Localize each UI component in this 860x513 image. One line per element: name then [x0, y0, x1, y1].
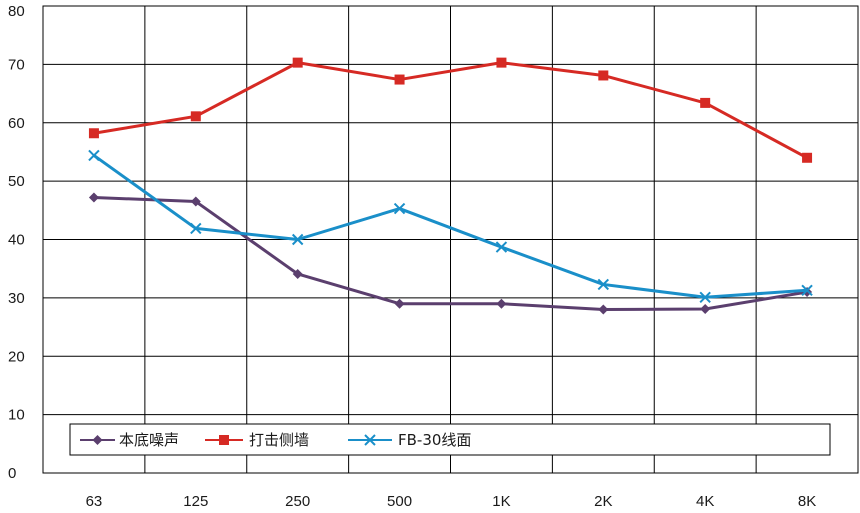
- x-tick-label: 4K: [696, 493, 714, 510]
- series-layer: [88, 57, 813, 315]
- legend-marker: [92, 435, 103, 445]
- data-point: [700, 97, 711, 108]
- x-axis-ticks: 63 125 250 500 1K 2K 4K 8K: [86, 493, 817, 510]
- y-tick-label: 60: [8, 115, 25, 132]
- series-line: [93, 61, 808, 160]
- data-point: [597, 278, 610, 291]
- legend-marker: [364, 434, 376, 446]
- x-tick-label: 63: [86, 493, 103, 510]
- legend-label: FB-30线面: [398, 431, 471, 449]
- data-point: [292, 268, 303, 279]
- data-point: [394, 298, 405, 309]
- x-tick-label: 250: [285, 493, 310, 510]
- data-point: [801, 284, 813, 296]
- data-point: [802, 287, 813, 298]
- x-tick-label: 2K: [594, 493, 612, 510]
- data-point: [495, 241, 508, 253]
- data-point: [699, 291, 711, 303]
- x-tick-label: 125: [183, 493, 208, 510]
- data-point: [598, 70, 609, 81]
- series-line: [93, 195, 808, 312]
- y-tick-label: 70: [8, 56, 25, 73]
- y-tick-label: 20: [8, 348, 25, 365]
- data-point: [700, 303, 711, 314]
- legend-label: 打击侧墙: [249, 431, 309, 449]
- data-point: [802, 152, 813, 163]
- data-point: [394, 74, 405, 85]
- data-point: [291, 233, 304, 246]
- data-point: [190, 222, 202, 235]
- legend-box: [69, 423, 831, 456]
- data-point: [88, 128, 99, 139]
- x-tick-label: 8K: [798, 493, 816, 510]
- y-tick-label: 40: [8, 232, 25, 249]
- x-tick-label: 1K: [492, 493, 510, 510]
- data-point: [190, 196, 201, 207]
- legend: 本底噪声 打击侧墙 FB-30线面: [69, 423, 831, 456]
- data-point: [88, 192, 99, 203]
- series-1: [88, 57, 813, 163]
- x-tick-label: 500: [387, 493, 412, 510]
- data-point: [496, 298, 507, 309]
- data-point: [88, 149, 100, 162]
- legend-marker: [219, 435, 229, 445]
- y-axis-ticks: 0 10 20 30 40 50 60 70 80: [8, 3, 25, 482]
- y-tick-label: 80: [8, 3, 25, 20]
- y-tick-label: 10: [8, 407, 25, 424]
- data-point: [393, 202, 406, 215]
- plot-grid: [42, 5, 859, 474]
- data-point: [496, 57, 507, 68]
- legend-label: 本底噪声: [119, 431, 179, 449]
- y-tick-label: 50: [8, 173, 25, 190]
- data-point: [292, 57, 303, 68]
- series-2: [88, 149, 813, 303]
- y-tick-label: 30: [8, 290, 25, 307]
- data-point: [598, 304, 609, 315]
- data-point: [190, 111, 201, 122]
- y-tick-label: 0: [8, 465, 16, 482]
- series-line: [93, 154, 808, 299]
